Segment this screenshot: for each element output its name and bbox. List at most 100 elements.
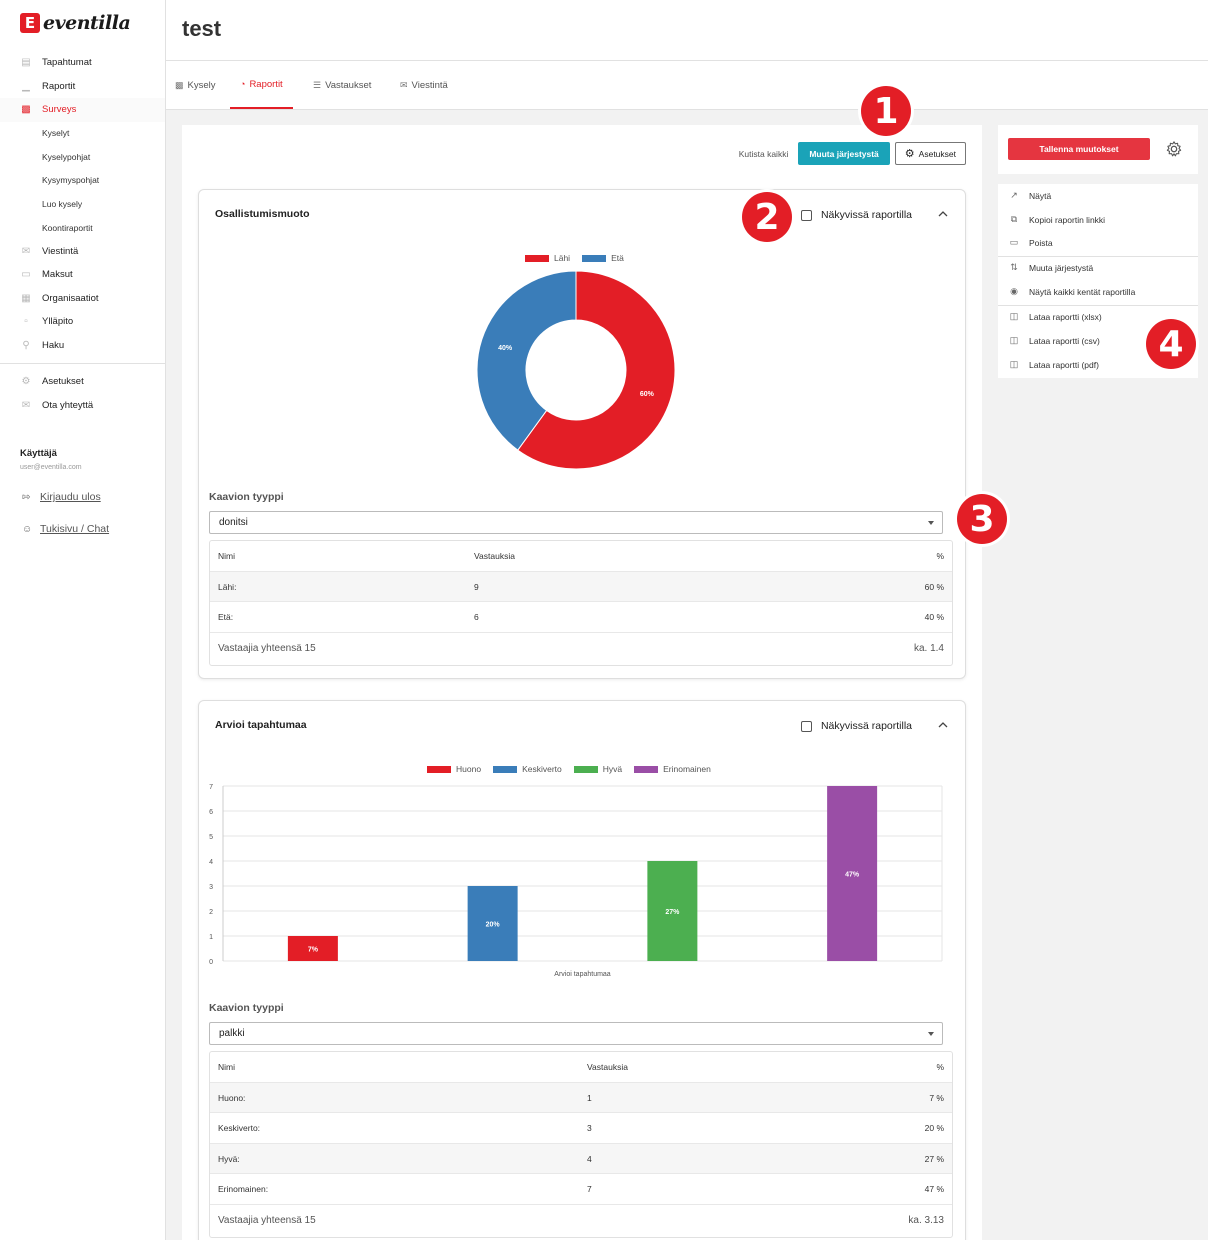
sidebar-subitem-kyselyt[interactable]: Kyselyt	[42, 128, 70, 139]
mail-icon: ✉	[21, 245, 31, 257]
sidebar-item-tapahtumat[interactable]: ▤ Tapahtumat	[0, 51, 165, 75]
sidebar-nav: ▤ Tapahtumat ▁ Raportit ▩ Surveys Kysely…	[0, 51, 165, 417]
panel-title: Arvioi tapahtumaa	[215, 719, 307, 731]
gear-icon[interactable]	[1165, 140, 1183, 158]
chart-icon: ▁	[22, 80, 30, 92]
mail-icon: ✉	[21, 399, 31, 411]
visible-checkbox[interactable]	[800, 209, 812, 221]
row-percent: 7 %	[929, 1092, 944, 1103]
file-icon: ◫	[1009, 311, 1019, 321]
page-title: test	[182, 16, 222, 41]
legend-swatch	[525, 254, 549, 262]
sidebar-subitem-koontiraportit[interactable]: Koontiraportit	[42, 222, 93, 233]
menu-item-label: Näytä	[1029, 190, 1052, 201]
sidebar-item-ota-yhteytta[interactable]: ✉ Ota yhteyttä	[0, 393, 165, 417]
tab-raportit[interactable]: ◔ Raportit	[230, 61, 293, 109]
chart-type-label: Kaavion tyyppi	[209, 491, 284, 503]
legend-label: Huono	[456, 764, 482, 774]
menu-item-reorder[interactable]: ⇅ Muuta järjestystä	[1008, 262, 1093, 273]
sidebar-item-surveys[interactable]: ▩ Surveys	[0, 98, 165, 122]
menu-item-delete[interactable]: ▭ Poista	[1008, 237, 1053, 248]
menu-item-label: Lataa raportti (pdf)	[1029, 359, 1099, 370]
sidebar-item-label: Asetukset	[42, 376, 84, 388]
sidebar-item-label: Surveys	[42, 104, 77, 116]
user-label: Käyttäjä	[20, 448, 57, 459]
row-count: 9	[474, 581, 479, 592]
row-name: Etä:	[218, 612, 234, 622]
chart-type-select[interactable]: donitsi	[209, 511, 943, 534]
building-icon: ▦	[21, 292, 31, 304]
bar-keskiverto[interactable]	[467, 886, 518, 961]
bar-huono[interactable]	[287, 936, 338, 961]
annotation-badge-3: 3	[957, 494, 1007, 544]
visible-checkbox[interactable]	[800, 720, 812, 732]
menu-item-show-all-fields[interactable]: ◉ Näytä kaikki kentät raportilla	[1008, 286, 1135, 297]
sidebar-subitem-kysymyspohjat[interactable]: Kysymyspohjat	[42, 175, 100, 186]
tab-kysely[interactable]: ▩ Kysely	[175, 61, 216, 109]
menu-item-download-xlsx[interactable]: ◫ Lataa raportti (xlsx)	[1008, 311, 1102, 322]
legend-item: Etä	[582, 253, 624, 263]
reorder-button[interactable]: Muuta järjestystä	[798, 142, 890, 165]
settings-button[interactable]: ⚙ Asetukset	[894, 142, 966, 165]
collapse-all-button[interactable]: Kutista kaikki	[738, 148, 789, 159]
sidebar-subitem-luo-kysely[interactable]: Luo kysely	[42, 199, 83, 210]
bar-hyvä[interactable]	[647, 861, 698, 961]
chart-legend: Huono Keskiverto Hyvä Erinomainen	[427, 764, 723, 774]
table-row: Keskiverto: 3 20 %	[210, 1113, 952, 1144]
menu-item-download-pdf[interactable]: ◫ Lataa raportti (pdf)	[1008, 359, 1099, 370]
sidebar-item-asetukset[interactable]: ⚙ Asetukset	[0, 370, 165, 394]
search-icon: ⚲	[22, 339, 30, 351]
chevron-up-icon[interactable]	[937, 719, 949, 731]
logo[interactable]: E eventilla	[20, 12, 131, 34]
visible-on-report-toggle[interactable]: Näkyvissä raportilla	[800, 209, 912, 221]
sidebar-item-yllapito[interactable]: ▫ Ylläpito	[0, 310, 165, 334]
user-email: user@eventilla.com	[20, 464, 82, 471]
sidebar-item-maksut[interactable]: ▭ Maksut	[0, 263, 165, 287]
table-footer: Vastaajia yhteensä 15 ka. 1.4	[210, 633, 952, 665]
chevron-up-icon[interactable]	[937, 208, 949, 220]
sidebar-subitem-kyselypohjat[interactable]: Kyselypohjat	[42, 151, 91, 162]
legend-item: Huono	[427, 764, 481, 774]
legend-item: Lähi	[525, 253, 570, 263]
annotation-badge-1: 1	[861, 86, 911, 136]
question-panel-arvioi-tapahtumaa: Arvioi tapahtumaa Näkyvissä raportilla H…	[198, 700, 966, 1240]
sidebar-item-raportit[interactable]: ▁ Raportit	[0, 75, 165, 99]
clipboard-icon: ▩	[21, 104, 31, 116]
support-link[interactable]: ☺ Tukisivu / Chat	[22, 523, 109, 535]
sidebar-item-organisaatiot[interactable]: ▦ Organisaatiot	[0, 286, 165, 310]
menu-item-nayta[interactable]: ↗ Näytä	[1008, 190, 1051, 201]
donut-slice-lähi[interactable]	[517, 270, 676, 470]
slice-data-label: 60%	[640, 391, 655, 398]
average-value: ka. 1.4	[913, 642, 944, 654]
save-changes-button[interactable]: Tallenna muutokset	[1008, 138, 1150, 160]
menu-item-copy-link[interactable]: ⧉ Kopioi raportin linkki	[1008, 214, 1105, 225]
row-count: 3	[587, 1123, 592, 1133]
row-percent: 27 %	[924, 1153, 944, 1164]
column-header: Nimi	[218, 1062, 235, 1072]
tab-viestinta[interactable]: ✉ Viestintä	[400, 61, 448, 109]
y-tick-label: 7	[209, 784, 213, 791]
legend-swatch	[427, 765, 451, 773]
visible-label: Näkyvissä raportilla	[820, 209, 912, 221]
menu-item-download-csv[interactable]: ◫ Lataa raportti (csv)	[1008, 335, 1100, 346]
donut-slice-etä[interactable]	[476, 270, 577, 451]
y-tick-label: 5	[209, 834, 213, 841]
sidebar-item-viestinta[interactable]: ✉ Viestintä	[0, 239, 165, 263]
chart-type-select[interactable]: palkki	[209, 1022, 943, 1045]
bar-erinomainen[interactable]	[827, 786, 878, 961]
respondents-total: Vastaajia yhteensä 15	[218, 1214, 316, 1226]
column-header: %	[936, 551, 944, 561]
menu-item-label: Kopioi raportin linkki	[1029, 214, 1106, 225]
annotation-badge-4: 4	[1146, 319, 1196, 369]
mail-icon: ✉	[400, 79, 408, 90]
row-count: 1	[587, 1092, 592, 1103]
logout-link[interactable]: ⇰ Kirjaudu ulos	[22, 491, 101, 503]
legend-swatch	[634, 765, 659, 773]
visible-on-report-toggle[interactable]: Näkyvissä raportilla	[800, 720, 912, 732]
sidebar-item-label: Ylläpito	[42, 316, 74, 328]
sidebar-item-label: Tapahtumat	[42, 57, 92, 69]
tab-vastaukset[interactable]: ☰ Vastaukset	[313, 61, 371, 109]
sidebar-item-haku[interactable]: ⚲ Haku	[0, 333, 165, 357]
gear-icon: ⚙	[904, 148, 915, 160]
table-header-row: Nimi Vastauksia %	[210, 541, 952, 572]
